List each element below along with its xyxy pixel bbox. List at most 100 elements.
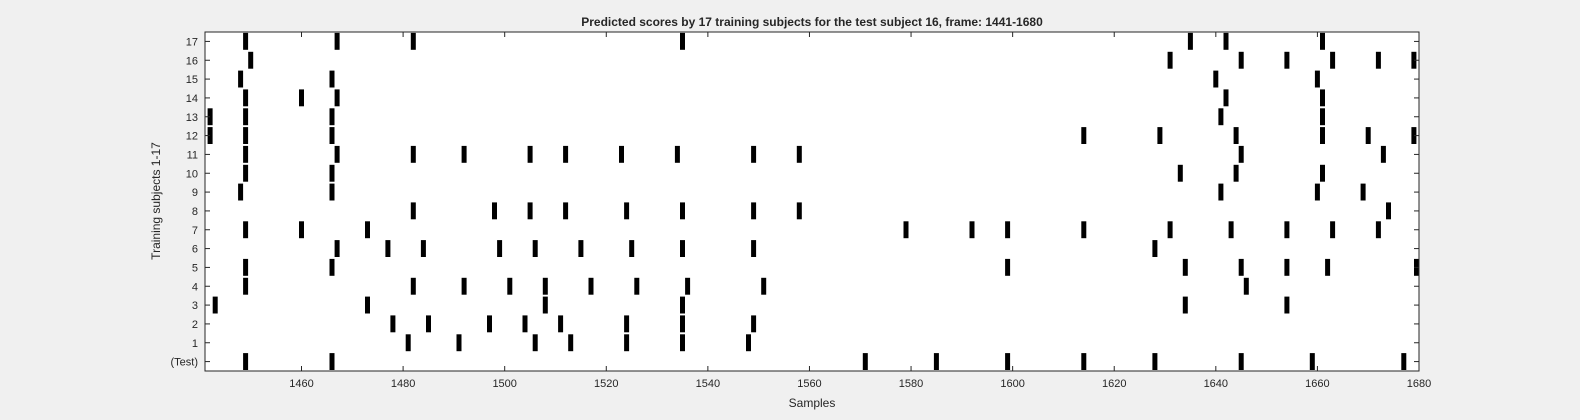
event-mark <box>1284 51 1290 69</box>
event-mark <box>619 145 624 163</box>
y-axis-label: Training subjects 1-17 <box>149 142 163 260</box>
event-mark <box>1238 51 1244 69</box>
event-mark <box>522 315 528 333</box>
event-mark <box>1218 183 1224 201</box>
x-tick-label: 1500 <box>492 378 516 390</box>
chart-title: Predicted scores by 17 training subjects… <box>581 15 1043 29</box>
event-mark <box>680 202 685 220</box>
event-mark <box>634 277 640 295</box>
event-mark <box>1177 164 1183 182</box>
x-tick-label: 1580 <box>899 378 923 390</box>
y-tick-label: 11 <box>187 149 198 161</box>
event-mark <box>1182 296 1188 314</box>
event-mark <box>558 315 564 333</box>
event-mark <box>329 183 335 201</box>
event-mark <box>796 145 802 163</box>
event-mark <box>1005 258 1011 276</box>
event-mark <box>1325 258 1331 276</box>
event-mark <box>1401 353 1407 370</box>
event-mark <box>1330 221 1336 239</box>
event-mark <box>1187 32 1193 50</box>
x-tick-label: 1680 <box>1407 378 1431 390</box>
event-mark <box>1167 51 1173 69</box>
y-tick-label: 9 <box>192 187 198 199</box>
event-mark <box>1375 221 1381 239</box>
y-tick-label: 8 <box>192 206 198 218</box>
event-mark <box>862 353 868 370</box>
event-mark <box>532 334 538 352</box>
event-mark <box>1081 353 1087 370</box>
event-mark <box>563 202 569 220</box>
event-mark <box>527 202 533 220</box>
event-mark <box>1167 221 1173 239</box>
event-mark <box>624 334 630 352</box>
event-mark <box>456 334 462 352</box>
event-mark <box>334 32 340 50</box>
event-mark <box>563 145 569 163</box>
x-tick-label: 1480 <box>391 378 415 390</box>
event-mark <box>487 315 492 333</box>
event-mark <box>1284 221 1290 239</box>
raster-marks <box>207 32 1419 370</box>
event-mark <box>426 315 431 333</box>
y-tick-label: 4 <box>192 281 198 293</box>
x-axis-ticks: 1460 1480 1500 1520 1540 1560 1580 1600 1620 1640… <box>289 32 1431 390</box>
event-mark <box>243 221 249 239</box>
event-mark <box>334 89 340 107</box>
event-mark <box>410 32 416 50</box>
event-mark <box>329 127 335 144</box>
event-mark <box>796 202 802 220</box>
event-mark <box>542 277 548 295</box>
event-mark <box>207 127 213 144</box>
y-tick-label: 12 <box>186 131 198 143</box>
event-mark <box>329 353 335 370</box>
event-mark <box>243 32 249 50</box>
event-mark <box>542 296 548 314</box>
event-mark <box>751 202 757 220</box>
x-axis-label: Samples <box>789 396 836 410</box>
y-tick-label: (Test) <box>171 357 199 369</box>
event-mark <box>1411 127 1417 144</box>
event-mark <box>578 240 584 257</box>
event-mark <box>680 240 685 257</box>
x-tick-label: 1540 <box>696 378 720 390</box>
event-mark <box>1314 183 1320 201</box>
event-mark <box>532 240 538 257</box>
event-mark <box>1411 51 1417 69</box>
y-tick-label: 15 <box>186 74 198 86</box>
event-mark <box>365 296 370 314</box>
event-mark <box>329 108 335 126</box>
event-mark <box>243 127 249 144</box>
event-mark <box>243 164 249 182</box>
event-mark <box>243 277 249 295</box>
event-mark <box>238 183 244 201</box>
event-mark <box>1152 353 1158 370</box>
event-mark <box>329 258 335 276</box>
event-mark <box>933 353 939 370</box>
event-mark <box>329 70 335 88</box>
event-mark <box>1360 183 1366 201</box>
event-mark <box>243 89 249 107</box>
event-mark <box>243 108 249 126</box>
x-tick-label: 1600 <box>1000 378 1024 390</box>
event-mark <box>685 277 691 295</box>
event-mark <box>751 145 757 163</box>
event-mark <box>680 296 685 314</box>
event-mark <box>1320 127 1325 144</box>
event-mark <box>624 315 630 333</box>
y-tick-label: 13 <box>186 112 198 124</box>
event-mark <box>243 145 249 163</box>
x-tick-label: 1560 <box>797 378 821 390</box>
event-mark <box>674 145 680 163</box>
event-mark <box>680 334 685 352</box>
event-mark <box>492 202 497 220</box>
event-mark <box>243 353 249 370</box>
event-mark <box>243 258 249 276</box>
event-mark <box>299 89 304 107</box>
y-tick-label: 17 <box>186 36 198 48</box>
event-mark <box>1213 70 1219 88</box>
y-tick-label: 7 <box>192 225 198 237</box>
event-mark <box>1284 258 1290 276</box>
